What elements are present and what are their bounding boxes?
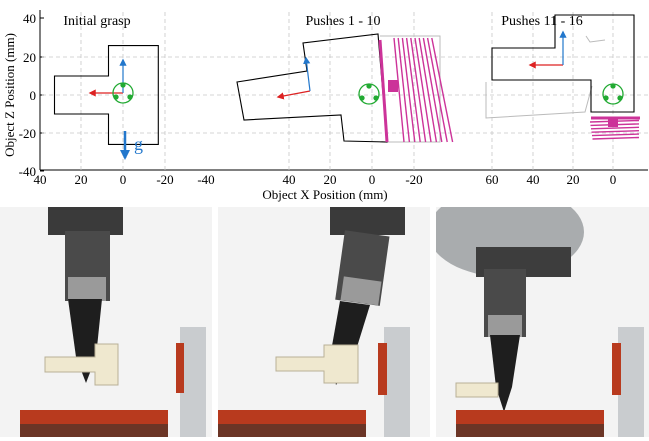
x-tick-label: 40 — [34, 172, 47, 187]
y-tick-label: 0 — [30, 88, 37, 103]
push-trace-line — [401, 37, 416, 143]
photo-pushes-1-10 — [218, 207, 430, 437]
support-table — [20, 410, 168, 424]
fixture-pad — [612, 343, 621, 395]
support-table — [456, 410, 604, 424]
z-axis-arrow — [303, 56, 311, 92]
x-tick-label: 40 — [283, 172, 296, 187]
t-shaped-object — [44, 343, 119, 386]
robot-arm-body — [330, 207, 405, 235]
robot-arm-body — [48, 207, 123, 235]
fixture-pad — [608, 119, 618, 127]
axes-frame — [39, 10, 648, 171]
x-tick-label: -20 — [156, 172, 173, 187]
panel-title-pushes-1-10: Pushes 1 - 10 — [305, 14, 380, 29]
panel-pushes-11-16 — [485, 14, 640, 140]
robot-wrist-ring — [68, 277, 106, 301]
push-trace-line — [426, 37, 448, 143]
push-trace-line — [414, 37, 432, 143]
fixture-pad — [388, 80, 398, 92]
x-tick-label: -20 — [405, 172, 422, 187]
ghost-outline — [485, 35, 606, 119]
object-pose-plot: Object Z Position (mm) Object X Position… — [2, 10, 648, 202]
fixture-stand — [384, 327, 410, 437]
x-tick-label: 20 — [567, 172, 580, 187]
x-ticks: 40 20 0 -20 -40 40 20 0 -20 60 40 20 0 — [34, 172, 617, 187]
support-table — [218, 410, 366, 424]
x-tick-label: 0 — [369, 172, 376, 187]
x-axis-arrow — [276, 90, 311, 100]
x-tick-label: 20 — [75, 172, 88, 187]
y-tick-label: 20 — [23, 50, 36, 65]
panel-title-initial-grasp: Initial grasp — [63, 14, 130, 29]
push-trace-line — [431, 37, 454, 143]
object-outline — [491, 14, 635, 113]
robot-wrist-ring — [488, 315, 522, 337]
push-trace-line — [591, 130, 640, 133]
object-outline — [53, 45, 159, 145]
ghost-outline — [380, 35, 441, 143]
gripper-icon — [602, 83, 624, 105]
y-tick-label: -20 — [19, 126, 36, 141]
push-traces — [393, 37, 454, 143]
panel-title-pushes-11-16: Pushes 11 - 16 — [501, 14, 583, 29]
gripper-icon — [358, 83, 380, 105]
panel-initial-grasp: g — [53, 45, 159, 160]
push-traces — [589, 119, 640, 140]
photo-pushes-11-16 — [436, 207, 649, 437]
y-ticks: 40 20 0 -20 -40 — [19, 11, 44, 179]
push-trace-line — [590, 126, 640, 130]
push-trace-line — [422, 37, 443, 143]
photo-initial-grasp — [0, 207, 212, 437]
y-axis-label: Object Z Position (mm) — [2, 33, 17, 157]
push-trace-line — [405, 37, 421, 143]
t-shaped-object — [455, 382, 499, 398]
x-tick-label: -40 — [197, 172, 214, 187]
y-tick-label: -40 — [19, 164, 36, 179]
contact-edge — [378, 39, 389, 143]
gravity-label: g — [134, 134, 143, 154]
fixture-stand — [618, 327, 644, 437]
push-trace-line — [418, 37, 438, 143]
y-tick-label: 40 — [23, 11, 36, 26]
x-tick-label: 20 — [324, 172, 337, 187]
panel-pushes-1-10 — [236, 33, 454, 143]
push-trace-line — [590, 123, 640, 127]
x-tick-label: 0 — [610, 172, 617, 187]
fixture-stand — [180, 327, 206, 437]
x-tick-label: 60 — [486, 172, 499, 187]
push-trace-line — [592, 136, 640, 140]
push-trace-line — [410, 37, 427, 143]
t-shaped-object — [275, 344, 359, 384]
x-axis-label: Object X Position (mm) — [262, 187, 387, 202]
robot-wrist-ring — [340, 276, 382, 306]
push-trace-line — [397, 37, 411, 143]
object-outline — [236, 33, 388, 143]
push-trace-line — [393, 37, 405, 143]
push-trace-line — [589, 119, 640, 123]
x-tick-label: 40 — [527, 172, 540, 187]
fixture-pad — [378, 343, 387, 395]
finger-icon — [490, 335, 520, 412]
push-trace-line — [591, 133, 640, 137]
fixture-pad — [176, 343, 184, 393]
x-tick-label: 0 — [120, 172, 127, 187]
gripper-icon — [112, 82, 134, 104]
